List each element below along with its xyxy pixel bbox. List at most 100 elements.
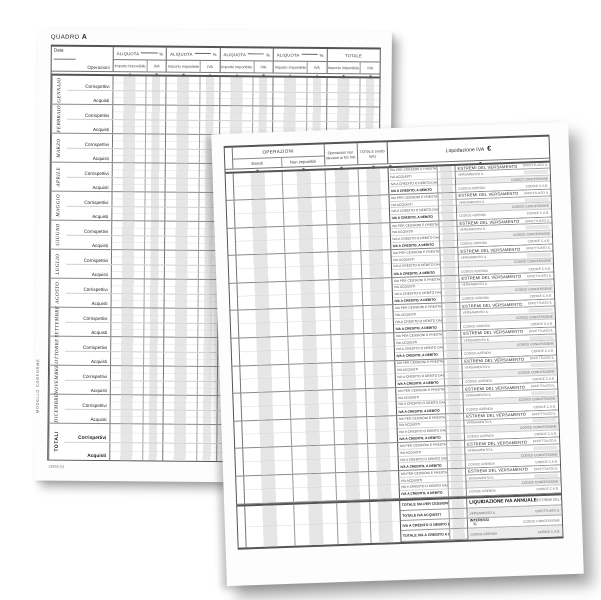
data-cell-importo bbox=[326, 77, 360, 92]
effettuato-il-label: EFFETTUATO IL bbox=[530, 356, 555, 361]
data-cell-importo bbox=[110, 308, 144, 322]
data-cell-importo bbox=[110, 293, 145, 308]
data-cell-importo bbox=[272, 77, 307, 92]
data-cell-iva bbox=[196, 395, 217, 410]
operazioni-label: Operazioni bbox=[87, 64, 110, 71]
row-label-corrispettivi: Corrispettivi bbox=[84, 170, 109, 176]
subcol-iva: IVA bbox=[359, 62, 380, 74]
data-cell-iva bbox=[199, 76, 220, 91]
effettuato-il-label: EFFETTUATO IL bbox=[527, 273, 552, 279]
amount-cell bbox=[447, 461, 466, 469]
liquidation-amount-column bbox=[444, 386, 464, 414]
aliquota-header: ALIQUOTA% bbox=[167, 47, 220, 62]
interessi-stack: INTERESSI% bbox=[470, 518, 489, 527]
non-imponibili-cell bbox=[289, 418, 334, 447]
data-cell-iva bbox=[143, 395, 164, 410]
data-cell-iva bbox=[359, 107, 380, 121]
effettuato-il-label: EFFETTUATO IL bbox=[531, 411, 557, 417]
liquidation-row-labels: IVA PER CESSIONI E PRESTAZIONI (+), (-)I… bbox=[389, 221, 440, 250]
input-box bbox=[524, 197, 549, 203]
codice-azienda-label: CODICE AZIENDA bbox=[465, 406, 493, 412]
liquidation-row-labels: IVA PER CESSIONI E PRESTAZIONI (+), (-)I… bbox=[396, 414, 447, 443]
subcol-importo-imponibile: Importo imponibile bbox=[167, 64, 199, 69]
data-cell-importo bbox=[110, 337, 144, 351]
non-rilevanti-cell bbox=[329, 334, 364, 362]
aliquota-label: ALIQUOTA bbox=[116, 50, 140, 56]
tick-mark bbox=[340, 166, 343, 170]
row-label-corrispettivi: Corrispettivi bbox=[82, 373, 107, 379]
data-cell-iva bbox=[198, 120, 219, 135]
input-box bbox=[529, 335, 554, 340]
data-cell-importo bbox=[163, 294, 198, 308]
non-rilevanti-cell bbox=[334, 472, 369, 500]
row-label-acquisti: Acquisti bbox=[92, 184, 109, 191]
annual-total-labels: TOTALE IVA PER CESSIONI O PRESTAZIONITOT… bbox=[399, 498, 450, 542]
effettuato-il-label: EFFETTUATO IL bbox=[533, 466, 559, 472]
tick-mark bbox=[182, 73, 185, 77]
data-cell-importo bbox=[162, 424, 197, 443]
non-imponibili-cell bbox=[282, 197, 326, 226]
data-cell-importo bbox=[165, 120, 199, 134]
month-label: SETTEMBRE bbox=[49, 306, 66, 338]
subcol-iva: IVA bbox=[199, 60, 220, 73]
data-cell-iva bbox=[145, 119, 166, 134]
data-cell-iva bbox=[144, 221, 165, 236]
codice-azienda-label: CODICE AZIENDA bbox=[461, 268, 489, 274]
amount-cell bbox=[442, 323, 461, 331]
codice-cab-label: CODICE C.A.B. bbox=[534, 431, 557, 437]
versamento-block: ESTREMI DEL VERSAMENTO EFFETTUATO IL VERSA… bbox=[458, 272, 555, 303]
liquidation-row-labels: IVA PER CESSIONI E PRESTAZIONI (+), (-)I… bbox=[393, 331, 444, 360]
versamento-block: ESTREMI DEL VERSAMENTO EFFETTUATO IL VERSA… bbox=[457, 244, 554, 275]
subcol-iva: IVA bbox=[146, 60, 167, 72]
codice-azienda-label: CODICE AZIENDA bbox=[460, 240, 488, 246]
data-cell-iva bbox=[144, 235, 165, 250]
month-label: LUGLIO bbox=[49, 249, 67, 278]
versamento-il-label: VERSAMENTO IL bbox=[462, 309, 489, 315]
row-label-corrispettivi: Corrispettivi bbox=[78, 435, 107, 441]
esenti-cell bbox=[232, 171, 282, 200]
data-cell-iva bbox=[196, 381, 217, 396]
data-cell-iva bbox=[145, 76, 166, 91]
data-cell-importo bbox=[165, 163, 199, 178]
data-cell-iva bbox=[145, 163, 166, 178]
liquidation-amount-column bbox=[440, 275, 460, 303]
tick-mark bbox=[155, 73, 158, 77]
quadro-a-header: Data Operazioni ALIQUOTA% Importo imponib… bbox=[52, 47, 380, 74]
data-cell-iva bbox=[196, 410, 217, 425]
non-rilevanti-cell bbox=[331, 389, 366, 418]
totale-netto-cell bbox=[359, 250, 392, 279]
non-rilevanti-cell bbox=[328, 306, 363, 335]
data-cell-importo bbox=[164, 178, 199, 192]
month-label: MARZO bbox=[50, 133, 68, 162]
row-label-corrispettivi: Corrispettivi bbox=[82, 344, 108, 350]
data-cell-iva bbox=[145, 134, 166, 149]
aliquota-blank-line bbox=[301, 53, 318, 55]
sub-columns: Importo imponibile IVA bbox=[327, 62, 380, 74]
subcol-iva: IVA bbox=[306, 61, 327, 73]
data-cell-iva bbox=[305, 92, 326, 106]
aliquota-header: ALIQUOTA% bbox=[273, 48, 327, 62]
data-cell-importo bbox=[110, 250, 145, 264]
sheet-liquidazione: OPERAZIONI Esenti Non imponibili Operazi… bbox=[211, 121, 584, 587]
subcol-importo-imponibile: Importo imponibile bbox=[274, 65, 306, 70]
liquidation-row-labels: IVA PER CESSIONI E PRESTAZIONI (+), (-)I… bbox=[390, 248, 441, 278]
annual-total-label: TOTALE IVA A CREDITO A DEBITO bbox=[401, 529, 450, 542]
codice-cab-label: CODICE C.A.B. bbox=[536, 486, 559, 492]
liquidation-amount-column bbox=[437, 192, 457, 221]
versamento-il-label: VERSAMENTO IL bbox=[460, 254, 487, 260]
liquidation-row-labels: IVA PER CESSIONI E PRESTAZIONI (+), (-)I… bbox=[395, 386, 446, 415]
data-cell-iva bbox=[142, 424, 163, 443]
non-imponibili-cell bbox=[287, 362, 332, 392]
liquidation-amount-column bbox=[442, 330, 462, 359]
tick-mark bbox=[372, 165, 375, 169]
codice-cab-label: CODICE C.A.B. bbox=[525, 183, 549, 189]
row-label-acquisti: Acquisti bbox=[91, 300, 108, 307]
data-cell-importo bbox=[109, 366, 144, 380]
totale-netto-cell bbox=[363, 360, 396, 389]
data-cell-importo bbox=[325, 106, 360, 121]
data-cell-importo bbox=[111, 177, 146, 192]
versamento-block: ESTREMI DEL VERSAMENTO EFFETTUATO IL VERSA… bbox=[455, 189, 552, 220]
tick-mark bbox=[236, 74, 238, 77]
quadro-a-title: QUADRO A bbox=[51, 34, 87, 41]
data-cell-importo bbox=[112, 119, 146, 134]
